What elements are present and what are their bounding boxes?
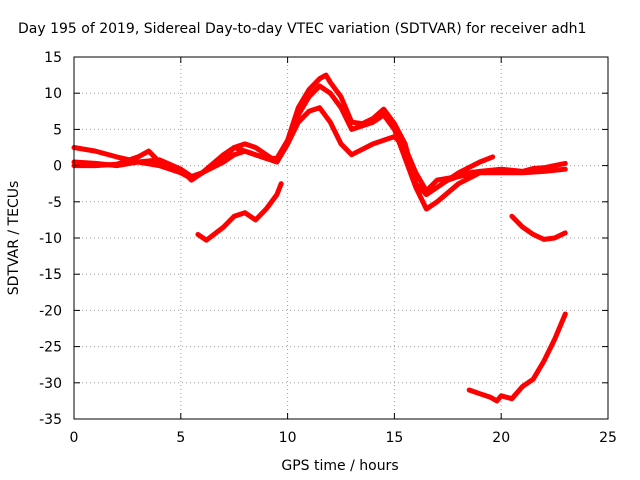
series-line-s7	[445, 160, 568, 183]
y-tick-label: 15	[44, 50, 62, 66]
ticks: 0 5 10 15 20 25 15 10 5 0 -5 -10 -15 -20 -25 -30 -35	[39, 50, 617, 446]
y-tick-label: 10	[44, 86, 62, 102]
y-tick-label: -35	[39, 412, 62, 428]
series-line-s6	[466, 311, 568, 404]
y-tick-label: -30	[39, 376, 62, 392]
y-tick-label: -5	[48, 195, 62, 211]
series-line-s3	[71, 72, 496, 198]
x-tick-label: 25	[599, 430, 617, 446]
chart-title: Day 195 of 2019, Sidereal Day-to-day VTE…	[18, 21, 586, 37]
y-tick-label: -25	[39, 340, 62, 356]
x-tick-label: 20	[492, 430, 510, 446]
series-layer	[71, 72, 568, 404]
x-tick-label: 15	[385, 430, 403, 446]
y-tick-label: -20	[39, 303, 62, 319]
series-line-s4	[195, 181, 284, 243]
y-axis-label: SDTVAR / TECUs	[6, 181, 22, 296]
x-tick-label: 0	[70, 430, 79, 446]
series-line-s5	[509, 213, 568, 242]
x-tick-label: 10	[279, 430, 297, 446]
y-tick-label: 0	[53, 159, 62, 175]
y-tick-label: -10	[39, 231, 62, 247]
x-axis-label: GPS time / hours	[281, 458, 398, 474]
y-tick-label: 5	[53, 122, 62, 138]
x-tick-label: 5	[176, 430, 185, 446]
y-tick-label: -15	[39, 267, 62, 283]
